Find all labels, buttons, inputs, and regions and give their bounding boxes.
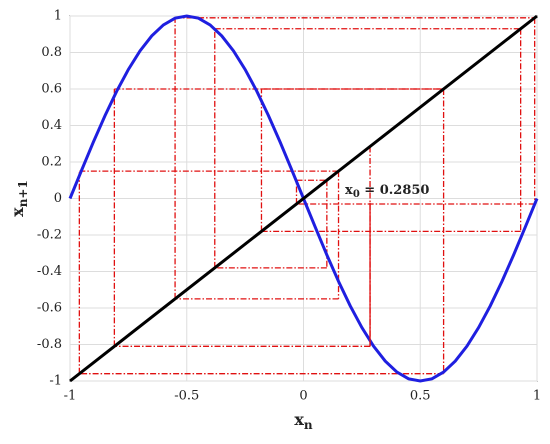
x-axis-label: xn [294,410,313,432]
y-tick-label: -0.4 [37,264,62,279]
x-tick-label: -0.5 [174,389,199,404]
y-tick-label: 0.6 [41,82,62,97]
x-axis-label-sub: n [304,418,313,432]
annotation-rest: = 0.2850 [360,182,430,197]
y-tick-label: 0.2 [41,155,62,170]
y-tick-label: -0.2 [37,228,62,243]
annotation-main: x [345,182,353,197]
annotation-sub: 0 [353,188,360,199]
y-axis-label-main: x [8,207,27,217]
y-tick-label: -0.8 [37,337,62,352]
series-line [69,14,538,383]
x-tick-label: -1 [64,389,77,404]
y-axis-label-sub: n+1 [16,180,30,207]
y-tick-label: 1 [54,9,62,24]
annotation: x0 = 0.2850 [345,182,429,199]
y-axis-label: xn+1 [8,180,30,217]
y-tick-label: 0.8 [41,45,62,60]
y-tick-label: 0.4 [41,118,62,133]
x-axis-label-main: x [294,410,304,429]
y-tick-label: -1 [49,374,62,389]
x-tick-label: 1 [533,389,541,404]
y-tick-label: 0 [54,191,62,206]
x-tick-label: 0.5 [410,389,431,404]
y-tick-label: -0.6 [37,301,62,316]
x-tick-label: 0 [299,389,307,404]
